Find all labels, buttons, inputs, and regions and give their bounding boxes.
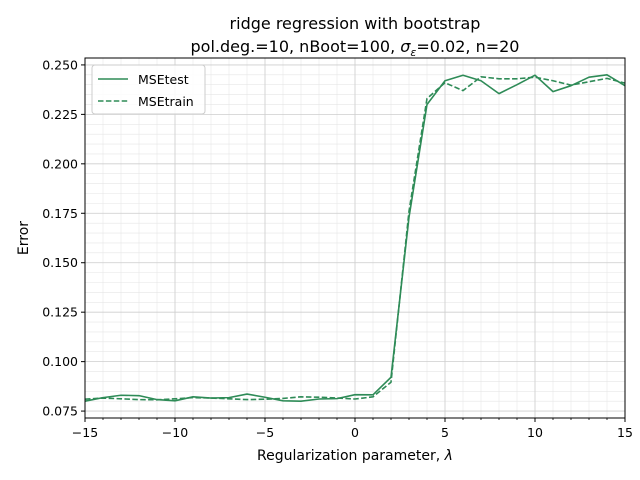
x-tick-label: −5 bbox=[256, 425, 274, 440]
x-axis-label-text: Regularization parameter, bbox=[257, 448, 445, 464]
x-tick-label: 0 bbox=[351, 425, 359, 440]
x-tick-label: 10 bbox=[527, 425, 543, 440]
y-tick-label: 0.225 bbox=[42, 107, 78, 122]
subtitle-part-2: =0.02, n=20 bbox=[416, 37, 519, 56]
y-tick-label: 0.200 bbox=[42, 156, 78, 171]
x-axis: −15 −10 −5 0 5 10 15 bbox=[72, 418, 633, 440]
y-axis: 0.075 0.100 0.125 0.150 0.175 0.200 0.225 0.250 bbox=[42, 57, 85, 419]
y-axis-label: Error bbox=[16, 221, 32, 255]
legend-label-msetrain: MSEtrain bbox=[138, 94, 194, 109]
y-tick-label: 0.125 bbox=[42, 305, 78, 320]
x-tick-label: 5 bbox=[441, 425, 449, 440]
y-tick-label: 0.150 bbox=[42, 255, 78, 270]
legend-label-msetest: MSEtest bbox=[138, 72, 189, 87]
y-tick-label: 0.175 bbox=[42, 206, 78, 221]
subtitle-part-1: pol.deg.=10, nBoot=100, bbox=[191, 37, 401, 56]
chart-title: ridge regression with bootstrap bbox=[230, 14, 481, 33]
legend: MSEtest MSEtrain bbox=[91, 64, 206, 115]
series-layer bbox=[84, 74, 626, 402]
subtitle-sigma-subscript: ε bbox=[410, 46, 416, 59]
series-line-msetrain bbox=[84, 75, 626, 401]
series-line-msetest bbox=[84, 74, 626, 402]
x-axis-label-symbol: λ bbox=[444, 448, 453, 464]
x-tick-label: −15 bbox=[72, 425, 98, 440]
chart-subtitle: pol.deg.=10, nBoot=100, σε=0.02, n=20 bbox=[191, 37, 520, 59]
y-tick-label: 0.250 bbox=[42, 57, 78, 72]
x-tick-label: 15 bbox=[617, 425, 633, 440]
x-axis-label: Regularization parameter, λ bbox=[257, 448, 453, 464]
y-tick-label: 0.100 bbox=[42, 354, 78, 369]
legend-box bbox=[91, 64, 206, 115]
subtitle-sigma: σ bbox=[400, 37, 411, 56]
y-tick-label: 0.075 bbox=[42, 404, 78, 419]
x-tick-label: −10 bbox=[162, 425, 188, 440]
